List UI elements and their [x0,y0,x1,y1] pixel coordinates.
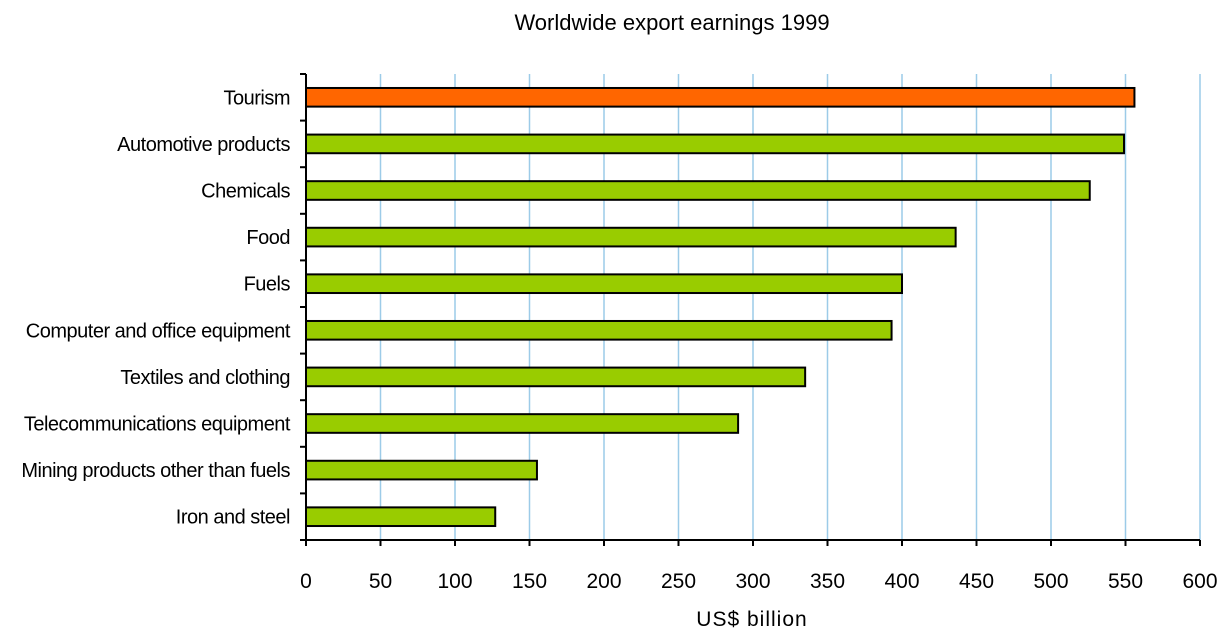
x-tick-label: 0 [300,570,312,593]
x-tick-label: 400 [884,570,919,593]
bar [305,133,1126,155]
category-labels: Tourism Automotive products Chemicals Food F… [21,87,291,528]
bar [305,319,893,341]
x-tick-label: 550 [1108,570,1143,593]
bar [305,506,497,528]
x-tick-label: 100 [437,570,472,593]
bar [305,86,1136,108]
category-label: Chemicals [201,181,290,203]
x-tick-label: 150 [512,570,547,593]
x-tick-label: 600 [1182,570,1217,593]
category-label: Tourism [223,87,290,109]
x-tick-label: 50 [369,570,392,593]
category-label: Iron and steel [176,507,290,529]
bar [305,273,903,295]
bar [305,366,807,388]
bar [305,226,957,248]
category-label: Computer and office equipment [26,320,291,342]
x-tick-label: 350 [810,570,845,593]
bars [305,86,1136,528]
x-tick-label: 200 [586,570,621,593]
category-label: Automotive products [117,134,290,156]
chart-title: Worldwide export earnings 1999 [514,10,829,35]
bar [305,413,740,434]
axes [300,73,1201,546]
x-tick-labels: 0 50 100 150 200 250 300 350 400 450 500 550 600 [300,570,1217,593]
bar [305,180,1091,201]
x-axis-title: US$ billion [696,608,807,631]
category-label: Food [246,227,290,249]
x-tick-label: 500 [1033,570,1068,593]
category-label: Mining products other than fuels [21,460,290,482]
x-tick-label: 250 [661,570,696,593]
x-tick-label: 450 [959,570,994,593]
x-tick-label: 300 [735,570,770,593]
category-label: Textiles and clothing [120,367,290,389]
category-label: Telecommunications equipment [24,414,291,436]
bar [305,459,538,481]
category-label: Fuels [244,274,291,296]
